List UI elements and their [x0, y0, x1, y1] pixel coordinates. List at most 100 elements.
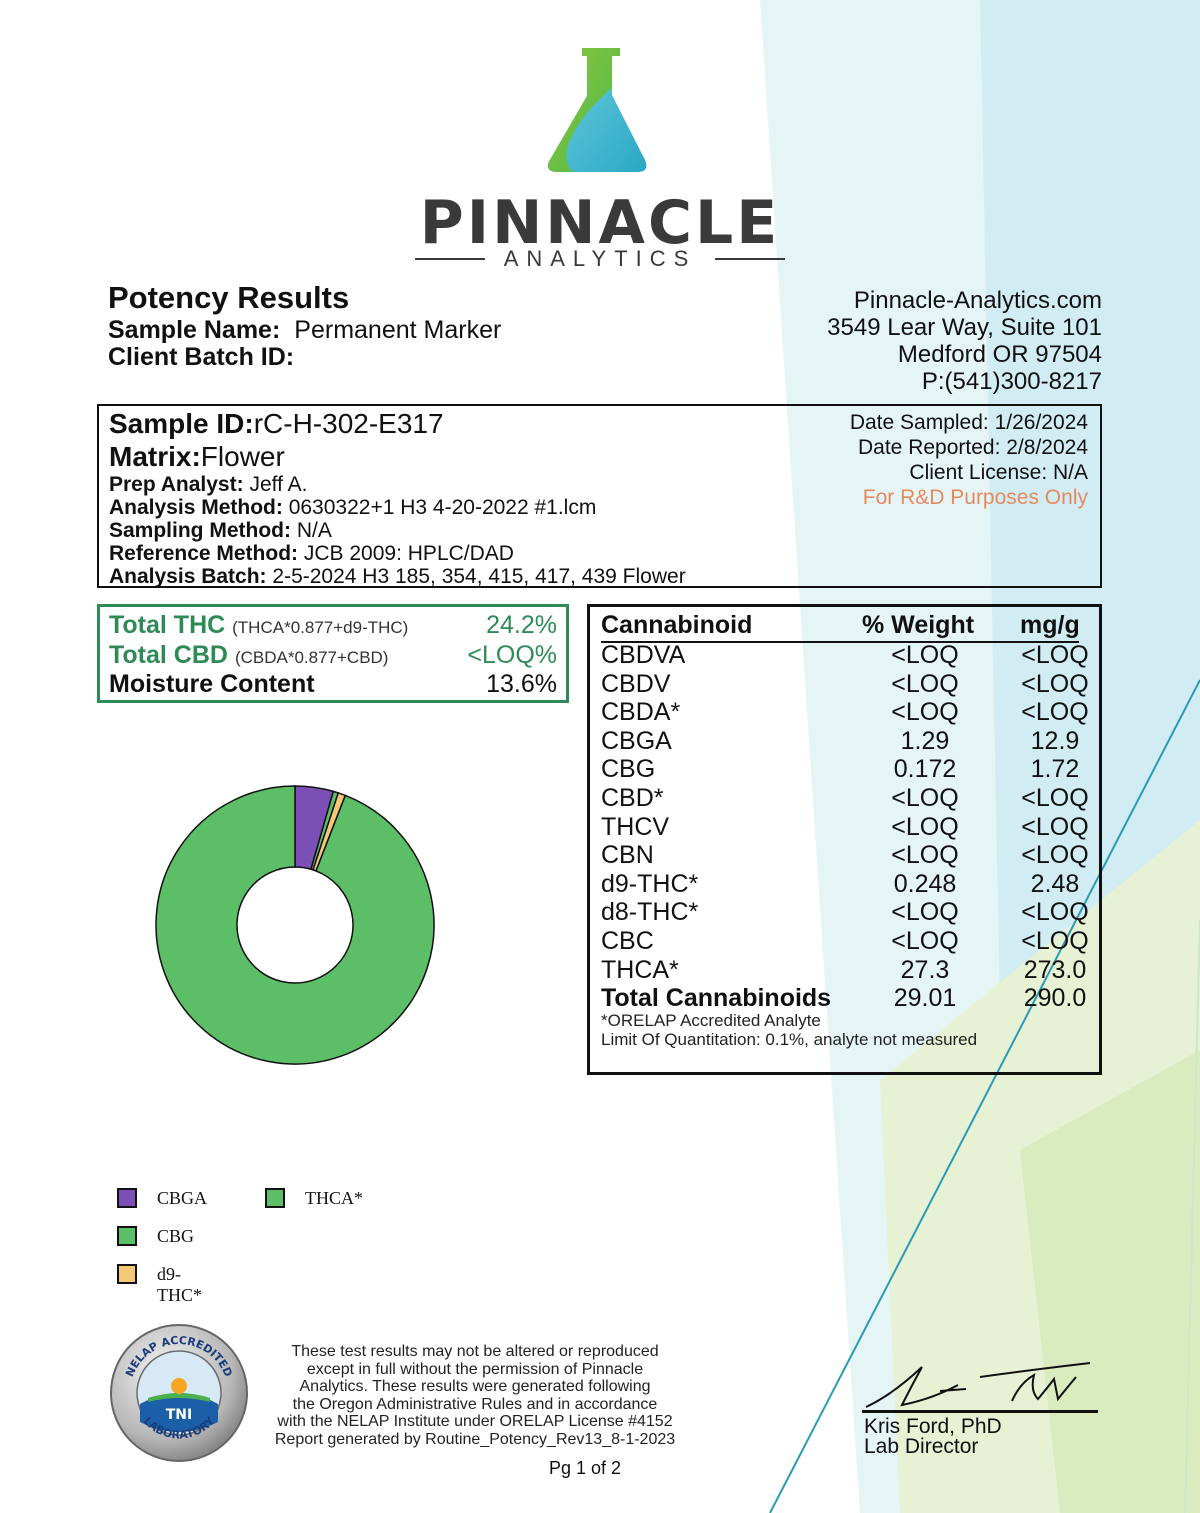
cannabinoid-mg: <LOQ [1021, 927, 1089, 955]
table-row: THCV <LOQ <LOQ [590, 813, 1099, 842]
cannabinoid-weight: 0.248 [893, 869, 957, 898]
date-reported: Date Reported: 2/8/2024 [858, 436, 1088, 459]
cannabinoid-table: Cannabinoid % Weight mg/g CBDVA <LOQ <LOQ C… [587, 604, 1102, 1075]
cannabinoid-name: THCV [601, 812, 670, 841]
loq-note: Limit Of Quantitation: 0.1%, analyte not… [601, 1029, 978, 1049]
matrix-label: Matrix: [109, 441, 201, 472]
cannabinoid-weight: <LOQ [891, 698, 959, 727]
analysis-batch-label: Analysis Batch: [109, 565, 267, 588]
analysis-method-row: Analysis Method: 0630322+1 H3 4-20-2022 … [109, 496, 596, 520]
cannabinoid-name: CBDA* [601, 698, 681, 727]
cannabinoid-name: CBG [601, 755, 656, 784]
sample-id-label: Sample ID: [109, 408, 254, 439]
cannabinoid-weight: <LOQ [891, 927, 959, 955]
logo-wordmark: PINNACLE [419, 188, 781, 258]
table-row-total: Total Cannabinoids 29.01 290.0 [590, 984, 1099, 1013]
flask-logo-icon [547, 48, 647, 172]
table-row: d9-THC* 0.248 2.48 [590, 870, 1099, 899]
analysis-batch-row: Analysis Batch: 2-5-2024 H3 185, 354, 41… [109, 565, 686, 589]
legend-swatch [117, 1226, 137, 1246]
sampling-method-row: Sampling Method: N/A [109, 519, 332, 543]
cannabinoid-name: CBD* [601, 784, 664, 812]
cannabinoid-mg: <LOQ [1021, 669, 1089, 698]
client-batch-row: Client Batch ID: [108, 343, 308, 372]
lab-city: Medford OR 97504 [897, 341, 1102, 368]
lab-director: Kris Ford, PhD Lab Director [864, 1415, 1002, 1457]
cannabinoid-weight: <LOQ [891, 812, 959, 841]
nelap-accreditation-badge-icon: TNI NELAP ACCREDITED LABORATORY [110, 1324, 248, 1462]
moisture-label: Moisture Content [109, 670, 315, 698]
table-row: CBDV <LOQ <LOQ [590, 670, 1099, 699]
col-header-cannabinoid: Cannabinoid [601, 611, 753, 639]
total-thc-value: 24.2% [486, 611, 557, 639]
matrix-value: Flower [200, 441, 285, 472]
cannabinoid-name: CBN [601, 841, 654, 870]
cannabinoid-mg: 12.9 [1030, 726, 1080, 755]
sample-dates: Date Sampled: 1/26/2024 Date Reported: 2… [850, 410, 1088, 510]
header-divider [601, 641, 1079, 643]
client-batch-label: Client Batch ID: [108, 343, 295, 371]
cannabinoid-weight: <LOQ [891, 784, 959, 812]
table-row: CBGA 1.29 12.9 [590, 727, 1099, 756]
lab-website: Pinnacle-Analytics.com [853, 287, 1102, 314]
analysis-batch-value: 2-5-2024 H3 185, 354, 415, 417, 439 Flow… [272, 565, 686, 588]
disclaimer-line: These test results may not be altered or… [291, 1343, 659, 1360]
cannabinoid-mg: <LOQ [1021, 784, 1089, 812]
page-title: Potency Results [108, 280, 350, 315]
table-row: d8-THC* <LOQ <LOQ [590, 898, 1099, 927]
cannabinoid-weight: 1.29 [900, 726, 950, 755]
page-number: Pg 1 of 2 [548, 1458, 622, 1478]
legend-swatch [265, 1188, 285, 1208]
lab-phone: P:(541)300-8217 [921, 368, 1102, 395]
total-thc-formula: (THCA*0.877+d9-THC) [232, 618, 409, 637]
cannabinoid-weight: 27.3 [900, 955, 950, 984]
totals-box: Total THC (THCA*0.877+d9-THC) 24.2% Tota… [97, 604, 569, 703]
cannabinoid-name: d9-THC* [601, 869, 699, 898]
sample-name-value: Permanent Marker [294, 316, 502, 344]
legend-swatch [117, 1264, 137, 1284]
purpose-note: For R&D Purposes Only [862, 486, 1088, 509]
cannabinoid-name: CBGA [601, 726, 672, 755]
accredited-note: *ORELAP Accredited Analyte [601, 1010, 821, 1030]
disclaimer-line: Analytics. These results were generated … [299, 1378, 651, 1395]
lab-street: 3549 Lear Way, Suite 101 [827, 314, 1102, 341]
potency-donut-chart [155, 785, 435, 1065]
cannabinoid-weight: <LOQ [891, 841, 959, 870]
donut-slice-thca [155, 785, 435, 1065]
table-row: THCA* 27.3 273.0 [590, 956, 1099, 985]
disclaimer-line: with the NELAP Institute under ORELAP Li… [277, 1413, 673, 1430]
cannabinoid-name: CBDV [601, 669, 671, 698]
cannabinoid-name: CBC [601, 927, 654, 955]
reference-method-label: Reference Method: [109, 542, 299, 565]
sampling-method-label: Sampling Method: [109, 519, 291, 542]
cannabinoid-name: THCA* [601, 955, 679, 984]
cannabinoid-weight: <LOQ [891, 669, 959, 698]
total-thc-row: Total THC (THCA*0.877+d9-THC) 24.2% [109, 611, 557, 641]
legend-swatch [117, 1188, 137, 1208]
analysis-method-label: Analysis Method: [109, 496, 283, 519]
legend-label: THCA* [305, 1188, 363, 1208]
total-cbd-row: Total CBD (CBDA*0.877+CBD) <LOQ% [109, 641, 557, 671]
cannabinoid-mg: <LOQ [1021, 812, 1089, 841]
total-cannabinoids-mg: 290.0 [1023, 984, 1087, 1013]
disclaimer-line: the Oregon Administrative Rules and in a… [292, 1395, 658, 1413]
logo-subtitle-text: ANALYTICS [503, 246, 697, 271]
cannabinoid-mg: <LOQ [1021, 898, 1089, 927]
col-header-weight: % Weight [862, 611, 975, 639]
sample-name-row: Sample Name: Permanent Marker [108, 316, 501, 345]
col-header-mg: mg/g [1020, 611, 1080, 639]
table-row: CBC <LOQ <LOQ [590, 927, 1099, 956]
table-row: CBDA* <LOQ <LOQ [590, 698, 1099, 727]
logo-subtitle: ANALYTICS [415, 246, 785, 272]
legend-label: CBG [157, 1226, 195, 1246]
cannabinoid-weight: <LOQ [891, 898, 959, 927]
cannabinoid-mg: 273.0 [1023, 955, 1087, 984]
prep-analyst-row: Prep Analyst: Jeff A. [109, 473, 307, 497]
cannabinoid-mg: 1.72 [1030, 755, 1080, 784]
director-name: Kris Ford, PhD [864, 1415, 1002, 1438]
total-thc-label: Total THC [109, 611, 226, 639]
legend-label: CBGA [157, 1188, 208, 1208]
disclaimer-line: except in full without the permission of… [306, 1360, 644, 1378]
sampling-method-value: N/A [296, 519, 332, 542]
